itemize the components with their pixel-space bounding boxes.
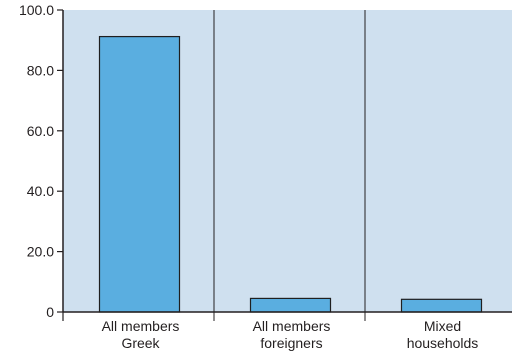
x-tick-label: All members Greek xyxy=(102,318,180,351)
bar xyxy=(400,298,483,313)
x-tick-label: All members foreigners xyxy=(253,318,331,351)
axes xyxy=(62,10,512,321)
bar xyxy=(98,35,181,313)
y-tick-label: 60.0 xyxy=(27,123,54,139)
y-tick-label: 80.0 xyxy=(27,62,54,78)
y-tick-label: 0 xyxy=(46,304,54,320)
bar xyxy=(249,297,332,313)
y-tick-label: 40.0 xyxy=(27,183,54,199)
x-tick-label: Mixed households xyxy=(407,318,479,351)
y-tick-label: 20.0 xyxy=(27,244,54,260)
bar-series xyxy=(98,35,483,313)
y-tick-label: 100.0 xyxy=(19,2,54,18)
category-separators xyxy=(213,10,366,321)
y-axis-ticks: 0 20.0 40.0 60.0 80.0 100.0 xyxy=(19,2,63,320)
x-axis-ticks: All members Greek All members foreigners Mix… xyxy=(102,318,479,351)
